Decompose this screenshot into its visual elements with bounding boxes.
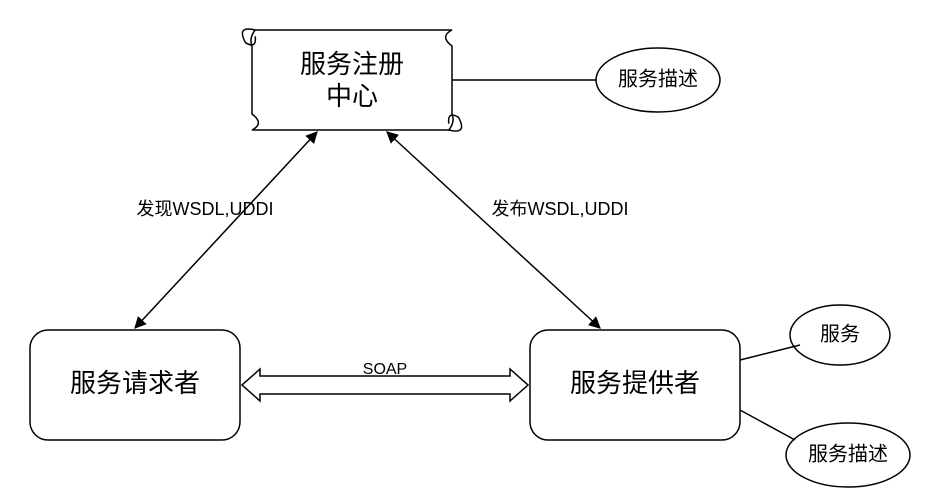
edge-publish (387, 132, 600, 328)
requester-label: 服务请求者 (70, 368, 200, 398)
service-label: 服务 (820, 322, 860, 345)
registry-label-1: 服务注册 (300, 49, 404, 79)
registry-label-2: 中心 (326, 81, 378, 111)
desc-bottom-label: 服务描述 (808, 442, 888, 465)
node-provider: 服务提供者 (530, 330, 740, 440)
node-registry: 服务注册 中心 (242, 29, 461, 131)
node-desc-bottom: 服务描述 (786, 423, 910, 487)
node-requester: 服务请求者 (30, 330, 240, 440)
node-desc-top: 服务描述 (596, 48, 720, 112)
edge-provider-service (740, 345, 800, 360)
edge-soap-label: SOAP (363, 361, 407, 378)
edge-discover (135, 132, 317, 328)
node-service: 服务 (790, 305, 890, 365)
edge-publish-label: 发布WSDL,UDDI (491, 199, 628, 219)
edge-provider-desc (740, 410, 795, 440)
edge-discover-label: 发现WSDL,UDDI (136, 199, 273, 219)
desc-top-label: 服务描述 (618, 67, 698, 90)
provider-label: 服务提供者 (570, 368, 700, 398)
